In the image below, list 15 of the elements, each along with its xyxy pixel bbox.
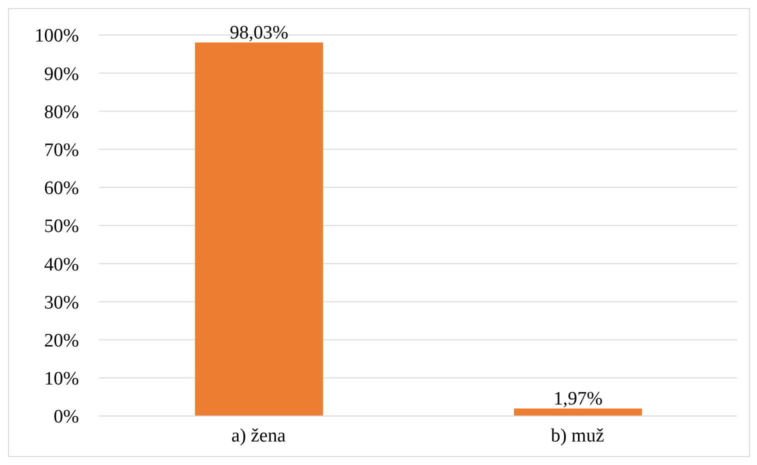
y-tick-label: 40% xyxy=(44,254,80,276)
y-tick-label: 10% xyxy=(44,368,80,390)
y-tick-label: 0% xyxy=(54,406,80,428)
y-tick-label: 60% xyxy=(44,178,80,200)
y-tick-label: 100% xyxy=(34,26,80,47)
data-label: 98,03% xyxy=(230,22,288,44)
data-label: 1,97% xyxy=(553,388,603,410)
y-tick-label: 90% xyxy=(44,64,80,85)
x-tick-label: a) žena xyxy=(231,425,286,446)
y-tick-label: 30% xyxy=(44,292,80,314)
y-tick-label: 20% xyxy=(44,330,80,352)
x-tick-label: b) muž xyxy=(550,425,604,446)
y-tick-label: 50% xyxy=(44,216,80,238)
y-tick-label: 70% xyxy=(44,140,80,162)
y-tick-label: 80% xyxy=(44,102,80,123)
